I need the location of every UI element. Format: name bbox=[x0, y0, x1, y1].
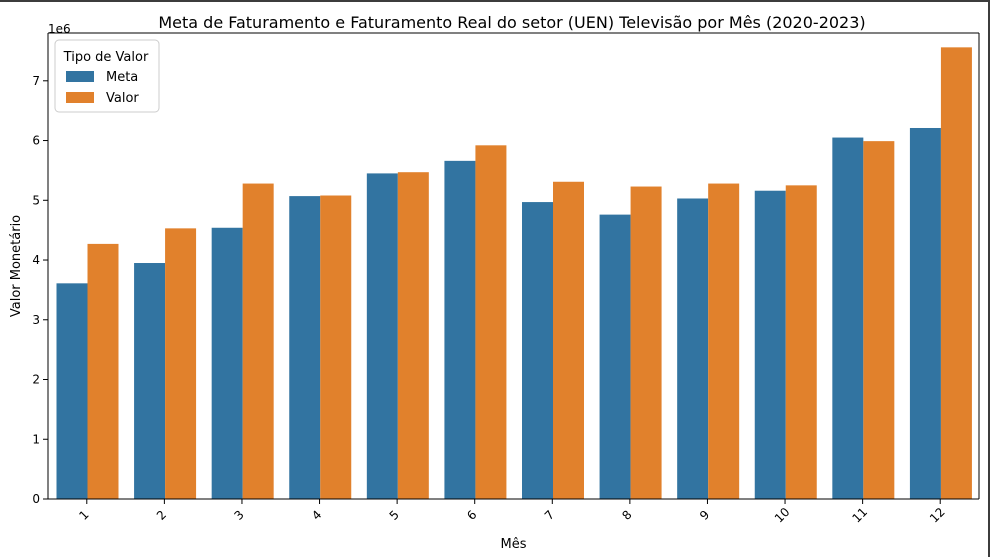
legend-title: Tipo de Valor bbox=[63, 50, 149, 65]
bar-valor-4 bbox=[320, 195, 352, 499]
bar-meta-9 bbox=[677, 198, 709, 500]
y-tick-label-0: 0 bbox=[32, 492, 40, 506]
bar-meta-1 bbox=[56, 283, 88, 499]
y-tick-label-1: 1 bbox=[32, 432, 40, 446]
bar-valor-9 bbox=[708, 183, 740, 500]
bar-meta-8 bbox=[599, 214, 631, 499]
bar-valor-12 bbox=[940, 47, 972, 500]
y-tick-label-4: 4 bbox=[32, 253, 40, 267]
x-tick-label-2: 2 bbox=[154, 508, 169, 523]
x-tick-label-3: 3 bbox=[231, 508, 246, 523]
y-tick-label-6: 6 bbox=[32, 134, 40, 148]
x-tick-label-11: 11 bbox=[849, 505, 870, 526]
bar-valor-2 bbox=[165, 228, 197, 500]
x-tick-label-9: 9 bbox=[697, 508, 712, 523]
bar-valor-10 bbox=[785, 185, 817, 499]
bar-valor-6 bbox=[475, 145, 507, 499]
legend-swatch-valor bbox=[66, 92, 94, 103]
bar-meta-7 bbox=[522, 202, 553, 499]
bar-meta-2 bbox=[134, 263, 166, 499]
y-axis-label: Valor Monetário bbox=[9, 215, 24, 317]
y-scale-label: 1e6 bbox=[48, 22, 71, 36]
y-tick-label-5: 5 bbox=[32, 193, 40, 207]
chart-title: Meta de Faturamento e Faturamento Real d… bbox=[158, 13, 865, 32]
bar-meta-4 bbox=[289, 196, 321, 499]
x-tick-label-12: 12 bbox=[927, 505, 948, 526]
y-tick-label-7: 7 bbox=[32, 74, 40, 88]
x-tick-label-5: 5 bbox=[387, 508, 402, 523]
bar-meta-5 bbox=[366, 173, 398, 499]
legend-label-valor: Valor bbox=[106, 91, 139, 106]
y-tick-label-2: 2 bbox=[32, 373, 40, 387]
bar-valor-1 bbox=[87, 243, 119, 499]
bar-valor-7 bbox=[553, 181, 584, 499]
x-tick-label-4: 4 bbox=[309, 508, 324, 523]
bar-valor-3 bbox=[242, 183, 274, 500]
legend-label-meta: Meta bbox=[106, 70, 138, 85]
bar-meta-10 bbox=[754, 190, 786, 499]
bar-meta-3 bbox=[211, 227, 243, 499]
legend-swatch-meta bbox=[66, 71, 94, 82]
bar-meta-12 bbox=[909, 127, 941, 500]
x-tick-label-6: 6 bbox=[464, 508, 479, 523]
bar-valor-5 bbox=[397, 172, 429, 499]
bar-meta-6 bbox=[444, 160, 476, 499]
chart-layer: Meta de Faturamento e Faturamento Real d… bbox=[9, 13, 980, 552]
bar-meta-11 bbox=[832, 137, 864, 500]
x-tick-label-7: 7 bbox=[542, 508, 557, 523]
x-tick-label-1: 1 bbox=[76, 508, 91, 523]
y-tick-label-3: 3 bbox=[32, 313, 40, 327]
x-tick-label-8: 8 bbox=[619, 508, 634, 523]
bar-valor-8 bbox=[630, 186, 662, 500]
x-tick-label-10: 10 bbox=[772, 505, 793, 526]
x-axis-label: Mês bbox=[501, 537, 527, 552]
bar-valor-11 bbox=[863, 141, 895, 499]
